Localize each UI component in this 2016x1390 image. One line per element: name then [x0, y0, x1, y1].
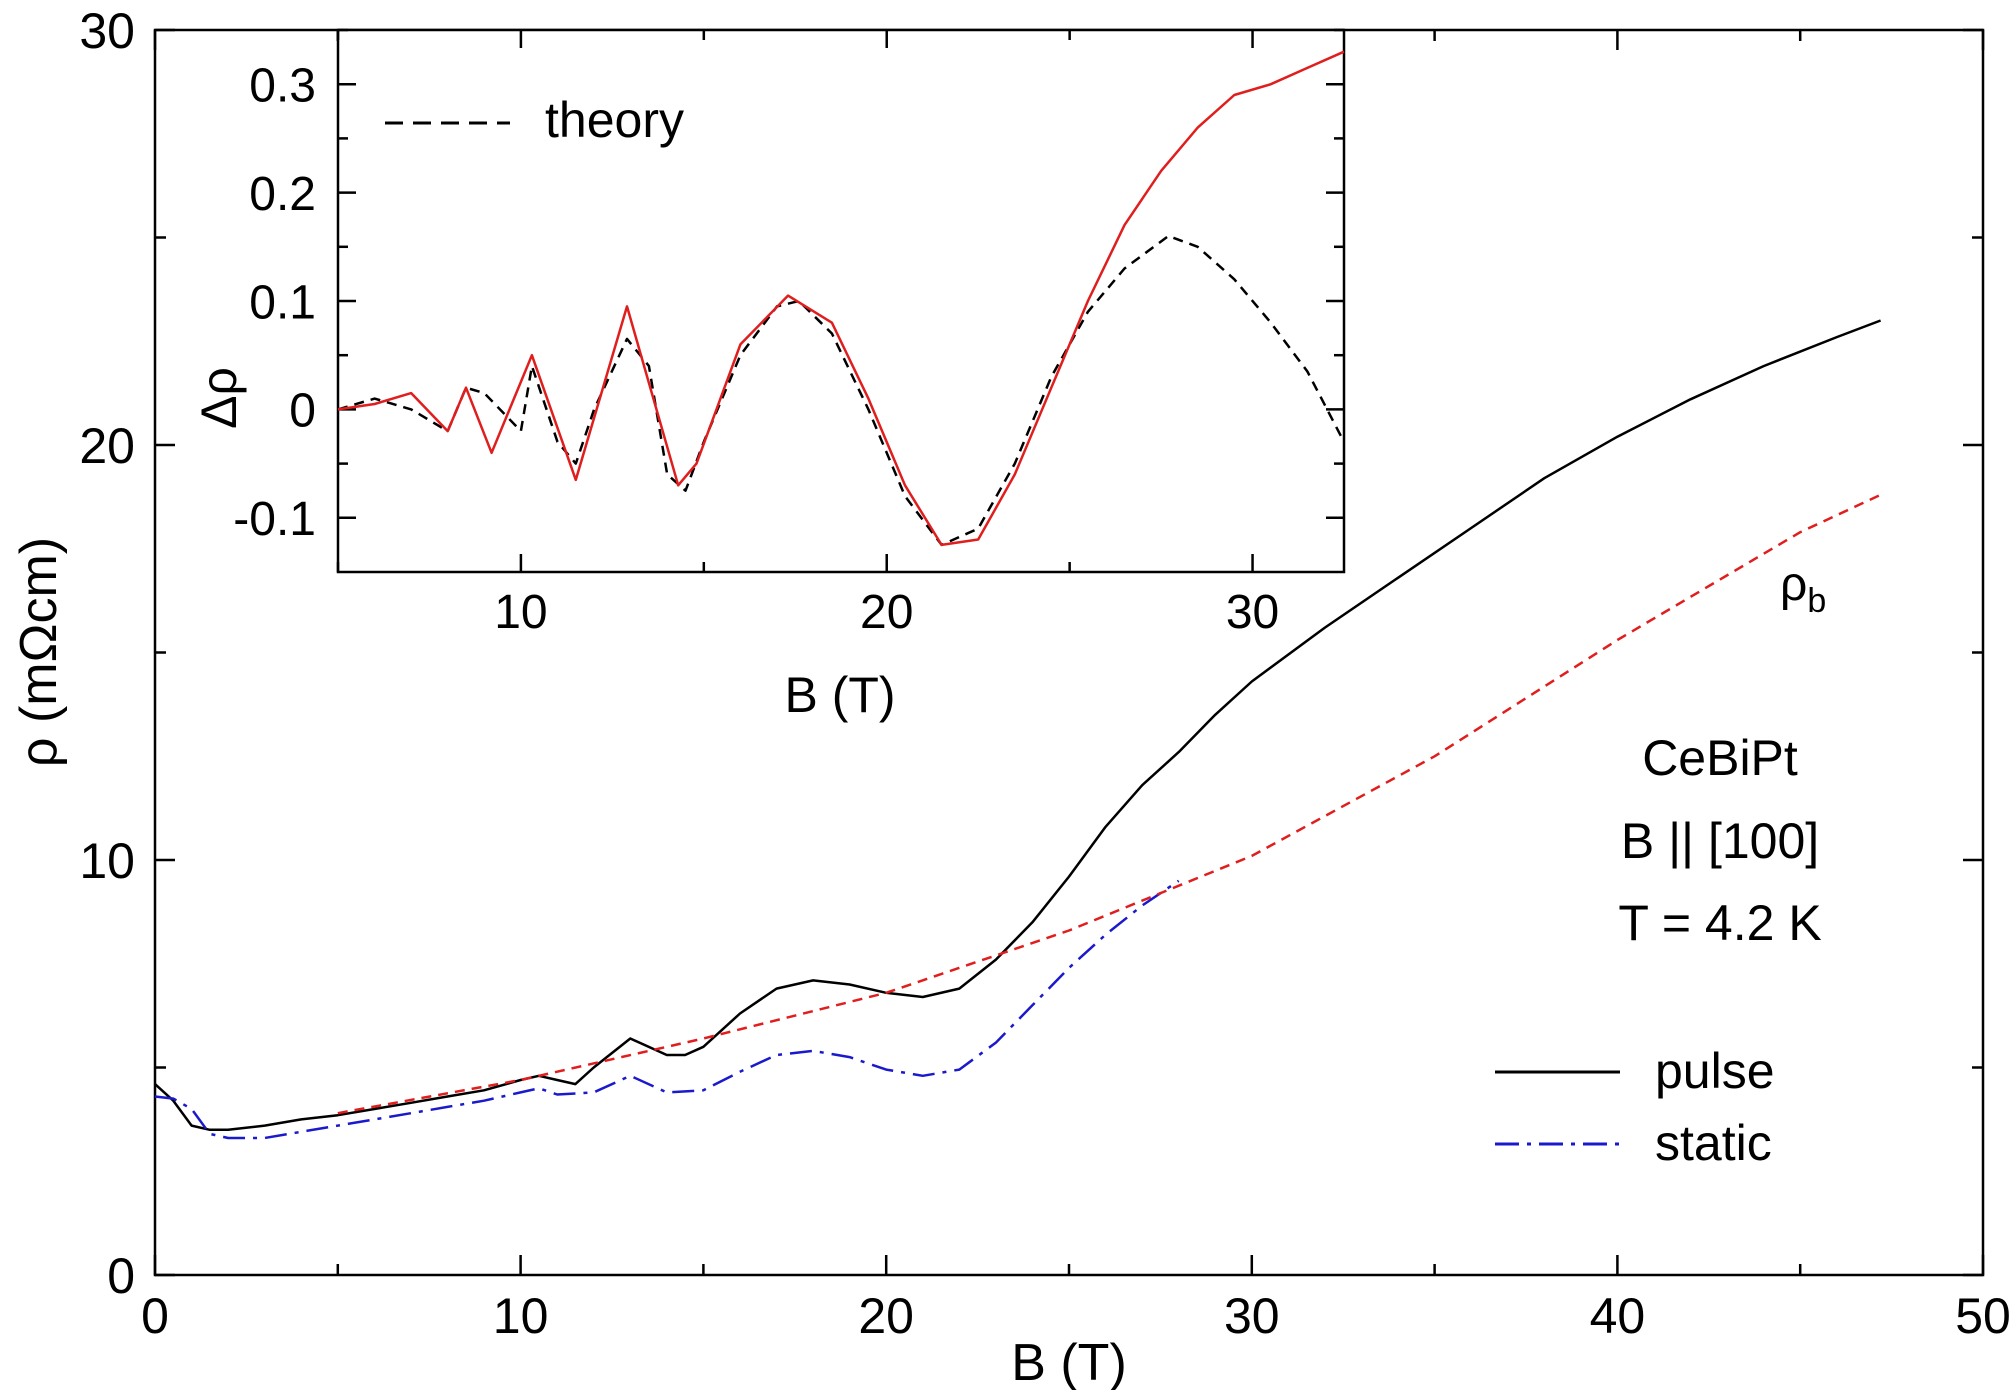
main-y-tick-label: 10 — [79, 833, 135, 889]
inset-x-tick-label: 10 — [494, 586, 547, 639]
main-x-tick-label: 50 — [1955, 1288, 2011, 1344]
inset-y-tick-label: 0 — [289, 385, 316, 438]
rho-b-symbol: ρ — [1780, 558, 1807, 611]
main-x-tick-label: 30 — [1224, 1288, 1280, 1344]
inset-series-line-series-1 — [337, 50, 1345, 547]
inset-series-line-theory — [337, 234, 1346, 547]
main-x-tick-label: 40 — [1590, 1288, 1646, 1344]
main-series-line-static — [154, 879, 1180, 1140]
main-x-tick-label: 0 — [141, 1288, 169, 1344]
inset-chart: 10 20 30 -0.1 0 0.1 0.2 0.3 B (T) Δρ theory — [191, 28, 1346, 723]
inset-x-axis-title: B (T) — [784, 667, 895, 723]
inset-y-axis-title: Δρ — [191, 367, 247, 429]
inset-y-tick-label: -0.1 — [233, 493, 316, 546]
inset-background — [338, 30, 1344, 572]
main-axis-ticks: 0 10 20 30 40 50 0 10 20 30 — [79, 3, 2010, 1344]
annotation-temperature: T = 4.2 K — [1618, 895, 1821, 951]
annotation-compound: CeBiPt — [1642, 730, 1798, 786]
inset-axis-ticks: 10 20 30 -0.1 0 0.1 0.2 0.3 — [233, 28, 1344, 639]
main-y-tick-label: 20 — [79, 418, 135, 474]
main-series-line-pulse — [154, 319, 1882, 1132]
legend-label-pulse: pulse — [1655, 1043, 1775, 1099]
inset-x-tick-label: 20 — [860, 586, 913, 639]
inset-legend: theory — [385, 92, 684, 148]
inset-x-tick-label: 30 — [1226, 586, 1279, 639]
rho-b-subscript: b — [1807, 582, 1826, 620]
annotation-field-direction: B || [100] — [1621, 813, 1819, 869]
main-series-group — [154, 319, 1882, 1140]
main-x-tick-label: 10 — [493, 1288, 549, 1344]
rho-b-series-label: ρb — [1780, 558, 1826, 620]
main-y-tick-label: 30 — [79, 3, 135, 59]
main-y-axis-title: ρ (mΩcm) — [10, 537, 68, 767]
inset-y-tick-label: 0.3 — [249, 59, 316, 112]
main-y-tick-label: 0 — [107, 1248, 135, 1304]
main-series-line-series-2 — [337, 493, 1882, 1115]
legend-label-static: static — [1655, 1115, 1772, 1171]
main-x-axis-title: B (T) — [1011, 1334, 1127, 1390]
main-x-tick-label: 20 — [858, 1288, 914, 1344]
inset-series-group — [337, 50, 1346, 547]
inset-y-tick-label: 0.1 — [249, 276, 316, 329]
legend-label-theory: theory — [545, 92, 684, 148]
main-chart: 0 10 20 30 40 50 0 10 20 30 B (T) ρ (mΩcm) ρb CeB… — [10, 3, 2011, 1390]
inset-y-tick-label: 0.2 — [249, 168, 316, 221]
main-legend: pulse static — [1495, 1043, 1775, 1171]
